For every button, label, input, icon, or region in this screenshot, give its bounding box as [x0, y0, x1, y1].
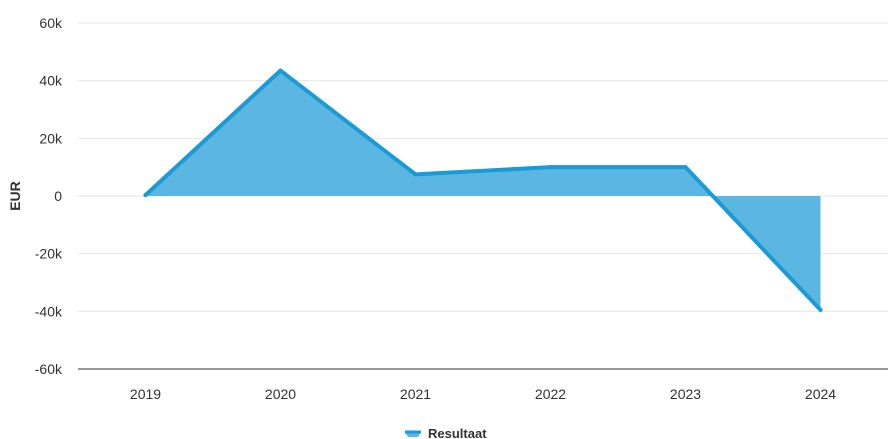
- x-tick-label: 2019: [130, 386, 161, 402]
- legend[interactable]: Resultaat: [405, 426, 487, 439]
- data-point-2021[interactable]: [413, 172, 418, 177]
- x-tick-label: 2021: [400, 386, 431, 402]
- x-tick-label: 2020: [265, 386, 296, 402]
- x-tick-label: 2022: [535, 386, 566, 402]
- data-point-2019[interactable]: [143, 193, 148, 198]
- series-area-fill: [145, 70, 821, 310]
- y-tick-label: -20k: [35, 246, 63, 262]
- data-point-2023[interactable]: [683, 165, 688, 170]
- x-tick-label: 2023: [670, 386, 701, 402]
- series-line: [143, 68, 823, 312]
- data-point-2022[interactable]: [548, 165, 553, 170]
- x-tick-label: 2024: [805, 386, 836, 402]
- data-point-2024[interactable]: [818, 307, 823, 312]
- y-tick-label: 60k: [39, 15, 63, 31]
- y-tick-label: -40k: [35, 303, 63, 319]
- y-tick-label: 0: [54, 188, 62, 204]
- data-point-2020[interactable]: [278, 68, 283, 73]
- y-axis: -60k -40k -20k 0 20k 40k 60k: [35, 15, 63, 377]
- y-tick-label: 40k: [39, 73, 63, 89]
- legend-label: Resultaat: [428, 426, 487, 439]
- y-tick-label: 20k: [39, 130, 63, 146]
- series-area-group: [143, 68, 823, 312]
- y-tick-label: -60k: [35, 361, 63, 377]
- y-axis-title: EUR: [7, 181, 23, 211]
- x-axis: 2019 2020 2021 2022 2023 2024: [78, 368, 888, 402]
